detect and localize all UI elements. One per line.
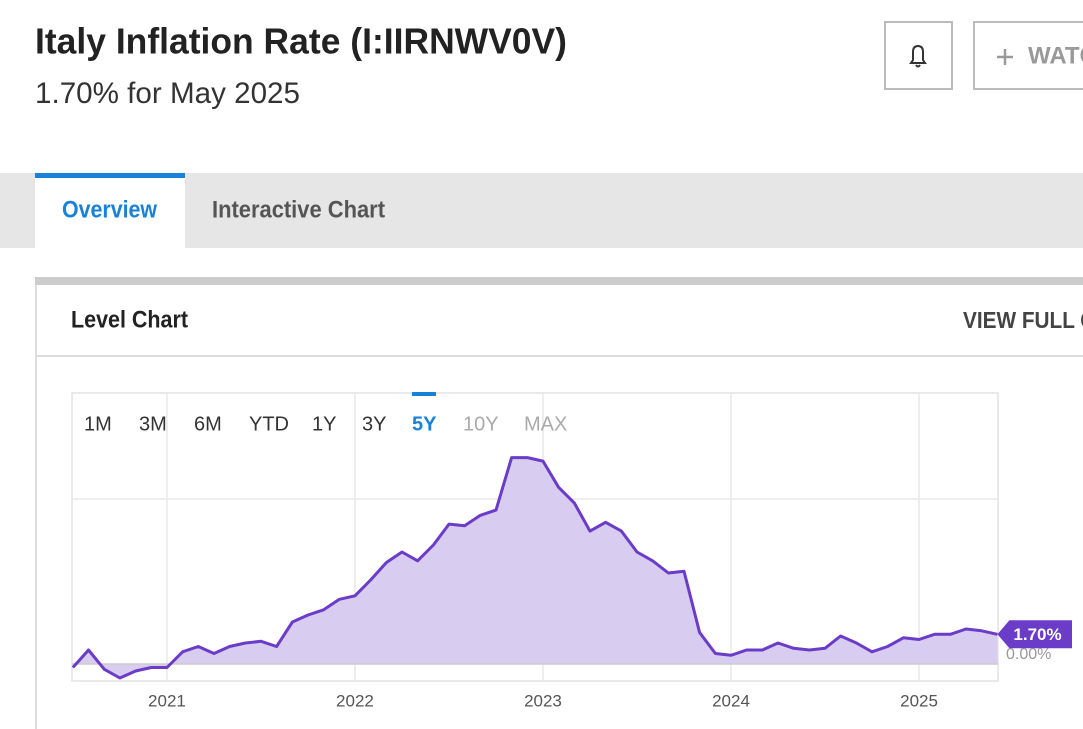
- range-button[interactable]: 3Y: [362, 413, 386, 435]
- x-tick-label: 2025: [900, 691, 938, 710]
- value-label: 1.70%: [1013, 625, 1061, 644]
- active-tab-indicator: [35, 173, 185, 178]
- x-tick-label: 2024: [712, 691, 750, 710]
- plus-icon: [997, 49, 1013, 65]
- range-button[interactable]: 5Y: [412, 413, 437, 435]
- watch-label: WATCH: [1028, 42, 1083, 69]
- plot: 2021 2022 2023 2024 2025 0.00% 1.70%: [71, 393, 1072, 710]
- page-title: Italy Inflation Rate (I:IIRNWV0V): [35, 21, 567, 62]
- button-frame: [884, 21, 953, 90]
- y-tick-label: 0.00%: [1006, 646, 1051, 663]
- x-tick-label: 2021: [148, 691, 186, 710]
- range-button[interactable]: 3M: [139, 413, 167, 435]
- area: [72, 457, 998, 678]
- card-top-border: [35, 277, 1083, 285]
- range-button[interactable]: 1Y: [312, 413, 336, 435]
- button-frame: [973, 21, 1083, 90]
- range-button[interactable]: 6M: [194, 413, 222, 435]
- alert-button[interactable]: [884, 21, 953, 90]
- range-button[interactable]: YTD: [249, 413, 289, 435]
- range-button[interactable]: 10Y: [463, 413, 499, 435]
- x-tick-label: 2022: [336, 691, 374, 710]
- tab[interactable]: Overview: [62, 196, 157, 223]
- active-tab: [35, 173, 185, 248]
- range-button[interactable]: MAX: [524, 413, 567, 435]
- x-tick-label: 2023: [524, 691, 562, 710]
- line: [71, 456, 998, 680]
- active-range-indicator: [412, 392, 436, 396]
- card-title: Level Chart: [71, 306, 188, 333]
- bell-icon: [909, 44, 927, 68]
- view-full-chart-link[interactable]: VIEW FULL CHART: [963, 307, 1083, 333]
- watch-button[interactable]: WATCH: [973, 21, 1083, 90]
- subtitle: 1.70% for May 2025: [35, 77, 300, 110]
- range-button[interactable]: 1M: [84, 413, 112, 435]
- value-badge: [997, 620, 1072, 649]
- tab[interactable]: Interactive Chart: [212, 196, 385, 223]
- range-selector: 1M 3M 6M YTD 1Y 3Y 5Y 10Y MAX: [84, 392, 567, 435]
